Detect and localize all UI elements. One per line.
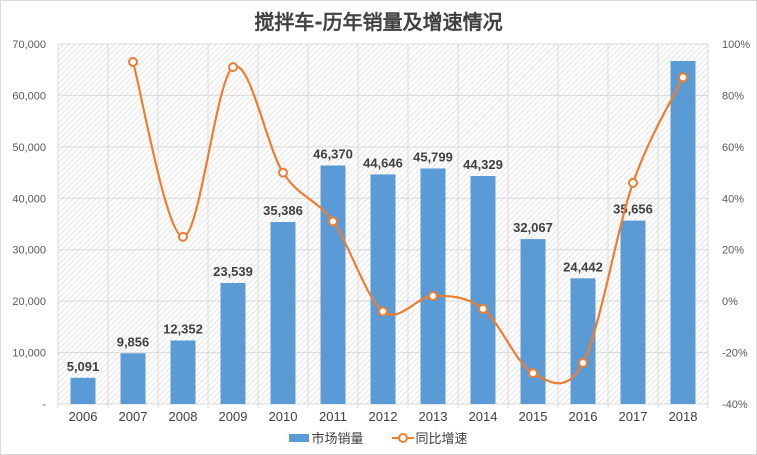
right-tick-label: 20% <box>722 245 744 257</box>
bar[interactable] <box>70 377 96 404</box>
bar[interactable] <box>270 222 296 404</box>
right-axis: -40% -20% 0% 20% 40% 60% 80% 100% <box>722 39 750 411</box>
line-marker[interactable] <box>228 62 238 73</box>
x-tick-label: 2017 <box>619 409 648 424</box>
bar-value-label: 5,091 <box>67 359 100 374</box>
chart-title: 搅拌车-历年销量及增速情况 <box>254 10 503 34</box>
bar-value-label: 44,646 <box>363 155 403 170</box>
left-axis: - 10,000 20,000 30,000 40,000 50,000 60,000 70,… <box>12 39 46 411</box>
bar-swatch-icon <box>289 433 310 442</box>
right-tick-label: -40% <box>722 399 748 411</box>
line-marker[interactable] <box>178 231 188 242</box>
line-marker[interactable] <box>328 216 338 227</box>
x-tick-label: 2015 <box>519 409 548 424</box>
left-tick-label: 40,000 <box>12 193 46 205</box>
right-tick-label: 40% <box>722 193 744 205</box>
bar-value-label: 35,386 <box>263 203 303 218</box>
x-tick-label: 2018 <box>669 409 698 424</box>
legend-label-growth: 同比增速 <box>415 432 468 447</box>
bar[interactable] <box>420 168 446 404</box>
left-tick-label: - <box>42 399 46 411</box>
line-marker[interactable] <box>628 177 638 188</box>
bar[interactable] <box>220 282 246 404</box>
left-tick-label: 20,000 <box>12 296 46 308</box>
x-tick-label: 2012 <box>369 409 398 424</box>
line-marker[interactable] <box>128 57 138 67</box>
bar-value-label: 35,656 <box>613 202 653 217</box>
right-tick-label: 60% <box>722 142 744 154</box>
left-tick-label: 60,000 <box>12 90 46 102</box>
bar-value-label: 24,442 <box>563 259 603 274</box>
x-tick-label: 2009 <box>219 409 248 424</box>
line-marker[interactable] <box>528 368 538 379</box>
line-marker[interactable] <box>278 167 288 178</box>
left-tick-label: 10,000 <box>12 348 46 360</box>
x-tick-label: 2010 <box>269 409 298 424</box>
x-tick-label: 2006 <box>69 409 98 424</box>
legend-label-sales: 市场销量 <box>311 432 364 447</box>
bar-value-label: 45,799 <box>413 149 453 164</box>
line-marker[interactable] <box>378 306 388 317</box>
x-axis: 2006 2007 2008 2009 2010 2011 2012 2013 2014 2015… <box>69 409 698 424</box>
bar[interactable] <box>470 176 496 404</box>
bar[interactable] <box>120 353 146 404</box>
line-series <box>128 57 688 385</box>
left-tick-label: 30,000 <box>12 245 46 257</box>
bar-value-label: 44,329 <box>463 157 503 172</box>
right-tick-label: 80% <box>722 90 744 102</box>
right-tick-label: -20% <box>722 348 748 360</box>
bar-value-label: 23,539 <box>213 264 253 279</box>
bar[interactable] <box>620 220 646 404</box>
line-marker[interactable] <box>428 291 438 301</box>
legend: 市场销量 同比增速 <box>0 428 757 447</box>
bar[interactable] <box>320 165 346 404</box>
left-tick-label: 70,000 <box>12 39 46 51</box>
x-tick-label: 2008 <box>169 409 198 424</box>
line-marker-icon <box>391 432 414 443</box>
x-tick-label: 2016 <box>569 409 598 424</box>
bar-value-label: 12,352 <box>163 321 203 336</box>
right-tick-label: 0% <box>722 296 738 308</box>
bar-data-labels: 5,091 9,856 12,352 23,539 35,386 46,370 44,646… <box>67 147 653 374</box>
legend-item-sales[interactable]: 市场销量 <box>289 428 364 447</box>
legend-item-growth[interactable]: 同比增速 <box>391 428 468 447</box>
bar-value-label: 32,067 <box>513 220 553 235</box>
line-marker[interactable] <box>578 357 588 368</box>
bar[interactable] <box>370 174 396 404</box>
line-marker[interactable] <box>678 72 688 83</box>
left-tick-label: 50,000 <box>12 142 46 154</box>
x-tick-label: 2007 <box>119 409 148 424</box>
bar[interactable] <box>670 60 696 404</box>
x-tick-label: 2014 <box>469 409 498 424</box>
bar-value-label: 9,856 <box>117 334 150 349</box>
x-tick-label: 2011 <box>319 409 347 424</box>
x-tick-label: 2013 <box>419 409 448 424</box>
right-tick-label: 100% <box>722 39 750 51</box>
bar[interactable] <box>520 239 546 404</box>
bar-value-label: 46,370 <box>313 147 353 162</box>
line-marker[interactable] <box>478 303 488 314</box>
bar[interactable] <box>170 340 196 404</box>
bar-series <box>70 60 696 404</box>
